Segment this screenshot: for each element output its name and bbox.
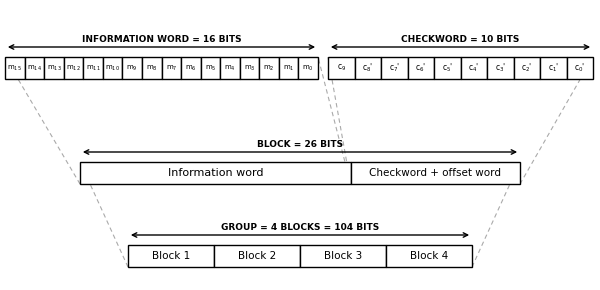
Text: c$_1$': c$_1$' — [548, 62, 559, 74]
Text: m$_{12}$: m$_{12}$ — [66, 64, 81, 72]
Bar — [279, 57, 298, 79]
Bar — [64, 57, 83, 79]
Text: c$_6$': c$_6$' — [415, 62, 427, 74]
Text: c$_8$': c$_8$' — [362, 62, 373, 74]
Bar — [214, 245, 300, 267]
Bar — [80, 162, 350, 184]
Bar — [540, 57, 566, 79]
Text: m$_2$: m$_2$ — [263, 64, 275, 72]
Bar — [487, 57, 514, 79]
Bar — [181, 57, 200, 79]
Bar — [5, 57, 25, 79]
Bar — [44, 57, 64, 79]
Text: m$_6$: m$_6$ — [185, 64, 197, 72]
Text: m$_1$: m$_1$ — [283, 64, 295, 72]
Text: INFORMATION WORD = 16 BITS: INFORMATION WORD = 16 BITS — [82, 35, 241, 44]
Bar — [240, 57, 259, 79]
Bar — [122, 57, 142, 79]
Text: Information word: Information word — [167, 168, 263, 178]
Bar — [355, 57, 381, 79]
Text: c$_0$': c$_0$' — [574, 62, 586, 74]
Text: m$_5$: m$_5$ — [205, 64, 216, 72]
Text: Checkword + offset word: Checkword + offset word — [370, 168, 502, 178]
Text: m$_9$: m$_9$ — [127, 64, 138, 72]
Text: m$_{13}$: m$_{13}$ — [47, 64, 61, 72]
Bar — [434, 57, 461, 79]
Text: c$_2$': c$_2$' — [521, 62, 532, 74]
Bar — [300, 245, 386, 267]
Text: m$_0$: m$_0$ — [302, 64, 314, 72]
Text: c$_9$: c$_9$ — [337, 63, 346, 73]
Text: m$_{11}$: m$_{11}$ — [86, 64, 100, 72]
Text: c$_5$': c$_5$' — [442, 62, 453, 74]
Bar — [514, 57, 540, 79]
Bar — [328, 57, 355, 79]
Text: c$_3$': c$_3$' — [494, 62, 506, 74]
Text: c$_7$': c$_7$' — [389, 62, 400, 74]
Text: CHECKWORD = 10 BITS: CHECKWORD = 10 BITS — [401, 35, 520, 44]
Bar — [200, 57, 220, 79]
Text: GROUP = 4 BLOCKS = 104 BITS: GROUP = 4 BLOCKS = 104 BITS — [221, 223, 379, 232]
Bar — [161, 57, 181, 79]
Bar — [461, 57, 487, 79]
Text: m$_{10}$: m$_{10}$ — [105, 64, 120, 72]
Bar — [83, 57, 103, 79]
Bar — [381, 57, 407, 79]
Text: m$_8$: m$_8$ — [146, 64, 158, 72]
Bar — [259, 57, 279, 79]
Text: m$_{15}$: m$_{15}$ — [7, 64, 22, 72]
Bar — [298, 57, 318, 79]
Bar — [142, 57, 161, 79]
Text: Block 3: Block 3 — [324, 251, 362, 261]
Text: c$_4$': c$_4$' — [468, 62, 479, 74]
Text: m$_{14}$: m$_{14}$ — [27, 64, 42, 72]
Text: Block 1: Block 1 — [152, 251, 190, 261]
Text: m$_4$: m$_4$ — [224, 64, 236, 72]
Bar — [103, 57, 122, 79]
Text: BLOCK = 26 BITS: BLOCK = 26 BITS — [257, 140, 343, 149]
Text: Block 4: Block 4 — [410, 251, 448, 261]
Text: Block 2: Block 2 — [238, 251, 276, 261]
Bar — [128, 245, 214, 267]
Bar — [407, 57, 434, 79]
Bar — [350, 162, 520, 184]
Text: m$_7$: m$_7$ — [166, 64, 177, 72]
Bar — [386, 245, 472, 267]
Bar — [566, 57, 593, 79]
Bar — [220, 57, 240, 79]
Bar — [25, 57, 44, 79]
Text: m$_3$: m$_3$ — [244, 64, 256, 72]
